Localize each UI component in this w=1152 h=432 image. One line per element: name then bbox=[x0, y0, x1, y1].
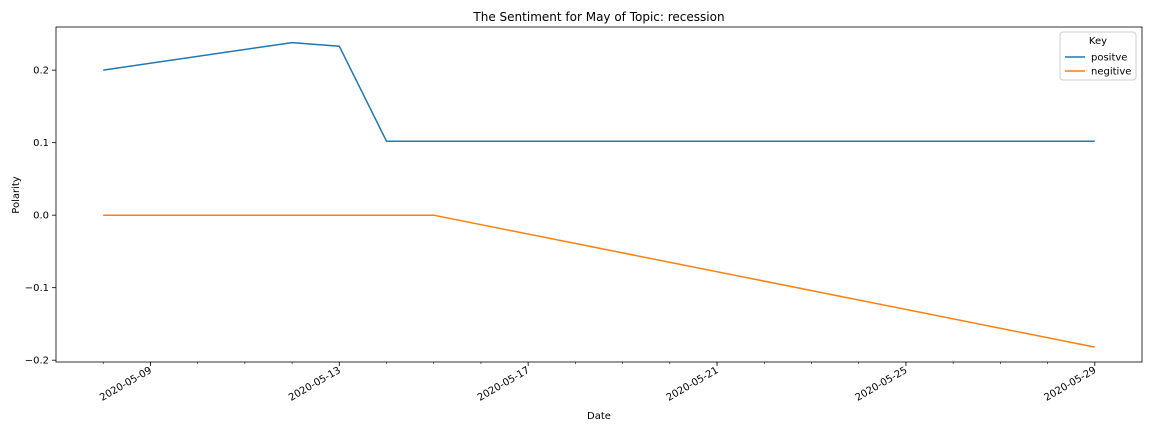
y-tick-label: 0.2 bbox=[33, 66, 49, 77]
legend: Key positve negitive bbox=[1059, 31, 1137, 81]
series-line-positve bbox=[103, 41, 1095, 142]
chart-title: The Sentiment for May of Topic: recessio… bbox=[472, 10, 724, 24]
y-tick-label: 0.0 bbox=[33, 211, 49, 222]
x-tick-label: 2020-05-29 bbox=[1042, 365, 1098, 404]
x-tick-label: 2020-05-09 bbox=[98, 365, 154, 404]
y-tick-label: −0.2 bbox=[25, 356, 49, 367]
x-tick-label: 2020-05-21 bbox=[665, 365, 721, 404]
y-axis-label: Polarity bbox=[11, 176, 22, 214]
plot-frame bbox=[55, 26, 1143, 363]
legend-label: positve bbox=[1091, 53, 1127, 64]
x-tick-label: 2020-05-17 bbox=[476, 365, 532, 404]
legend-title: Key bbox=[1089, 36, 1107, 47]
x-tick-label: 2020-05-25 bbox=[854, 365, 910, 404]
legend-box bbox=[1059, 31, 1137, 81]
y-tick-label: 0.1 bbox=[33, 138, 49, 149]
legend-label: negitive bbox=[1091, 67, 1131, 78]
series-line-negitive bbox=[103, 214, 1095, 348]
x-tick-label: 2020-05-13 bbox=[287, 365, 343, 404]
y-tick-label: −0.1 bbox=[25, 283, 49, 294]
plot-area: 0.2 0.1 0.0 −0.1 −0.2 2020-05-09 2020-05-13 202… bbox=[25, 26, 1143, 404]
x-axis-label: Date bbox=[587, 411, 611, 422]
